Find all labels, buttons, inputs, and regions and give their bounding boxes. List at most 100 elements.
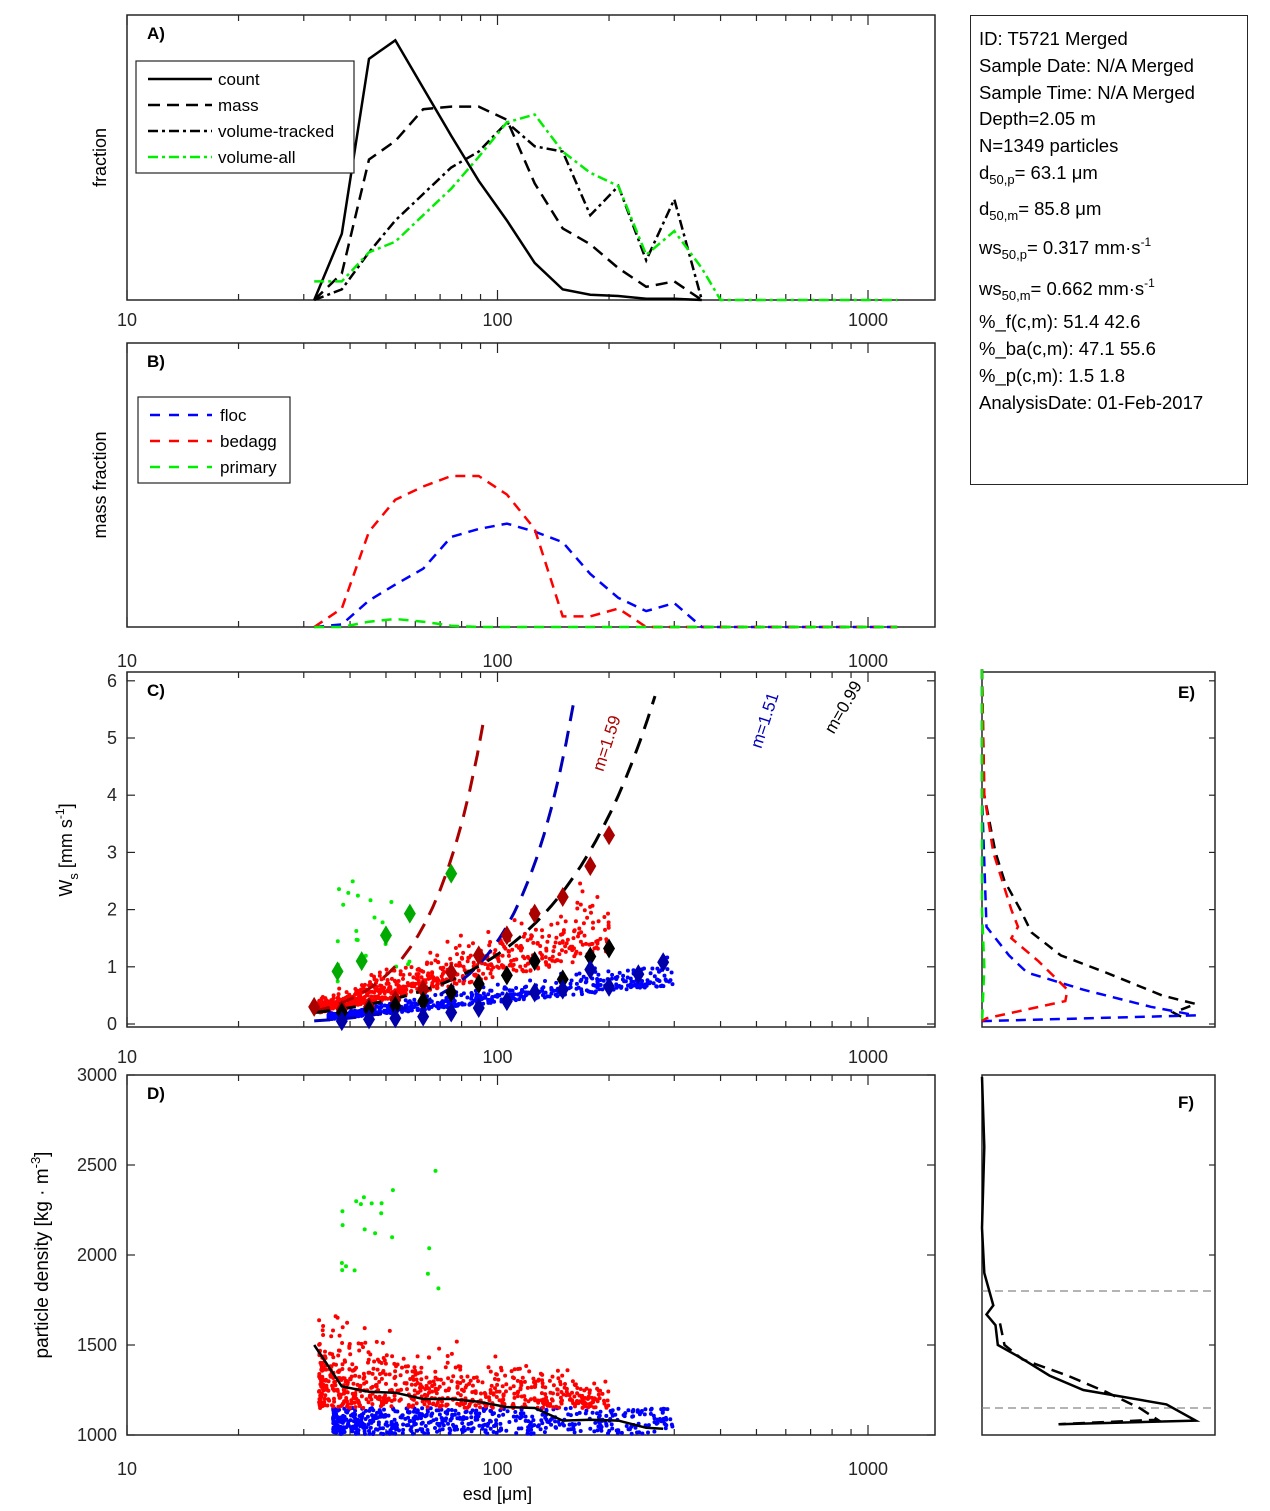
scatter-point xyxy=(551,1405,556,1410)
scatter-point xyxy=(377,970,382,975)
scatter-point xyxy=(578,881,583,886)
scatter-point xyxy=(401,1356,406,1361)
scatter-point xyxy=(561,928,566,933)
scatter-point xyxy=(383,1372,388,1377)
scatter-point xyxy=(493,1354,498,1359)
scatter-point xyxy=(427,1380,432,1385)
scatter-point xyxy=(320,1328,325,1333)
scatter-point xyxy=(582,933,587,938)
scatter-point xyxy=(559,959,563,964)
mean-diamond xyxy=(603,938,616,959)
scatter-point xyxy=(551,1383,556,1388)
percent-bedagg: %_ba(c,m): 47.1 55.6 xyxy=(979,337,1156,359)
scatter-point xyxy=(353,1373,358,1378)
scatter-point xyxy=(529,1427,534,1432)
scatter-point xyxy=(526,1425,531,1430)
scatter-point xyxy=(427,1246,432,1251)
scatter-point xyxy=(405,981,410,985)
mean-diamond xyxy=(389,1008,402,1029)
scatter-point xyxy=(507,1420,512,1424)
scatter-point xyxy=(424,1393,429,1398)
scatter-point xyxy=(444,1004,449,1009)
scatter-point xyxy=(590,1410,595,1415)
scatter-point xyxy=(354,1422,359,1427)
scatter-point xyxy=(469,996,474,1001)
scatter-point xyxy=(452,999,457,1003)
scatter-point xyxy=(385,978,390,982)
scatter-point xyxy=(412,1388,417,1393)
scatter-point xyxy=(455,952,459,957)
scatter-point xyxy=(573,951,578,956)
scatter-point xyxy=(431,978,436,983)
scatter-point xyxy=(358,1424,363,1429)
fit-label: m=1.59 xyxy=(589,713,625,773)
scatter-point xyxy=(482,1407,487,1412)
scatter-point xyxy=(563,944,568,949)
scatter-point xyxy=(501,1397,506,1402)
scatter-point xyxy=(451,1374,456,1379)
scatter-point xyxy=(472,998,477,1003)
scatter-point xyxy=(538,944,543,948)
scatter-point xyxy=(363,1417,368,1421)
scatter-point xyxy=(342,1430,347,1434)
scatter-point xyxy=(610,1426,615,1431)
y-tick-label: 2500 xyxy=(77,1155,117,1175)
scatter-point xyxy=(643,1407,648,1412)
profile-line-bedagg xyxy=(980,669,1069,1023)
ws50-m-sub: 50,m xyxy=(1001,288,1031,304)
scatter-point xyxy=(332,1399,337,1404)
scatter-point xyxy=(663,1426,668,1431)
scatter-point xyxy=(477,1423,482,1428)
scatter-point xyxy=(319,996,324,1001)
scatter-point xyxy=(401,1422,406,1427)
scatter-point xyxy=(351,1414,356,1419)
scatter-point xyxy=(511,1414,516,1419)
scatter-point xyxy=(436,1408,441,1413)
scatter-point xyxy=(515,1394,520,1399)
scatter-point xyxy=(445,939,450,944)
scatter-point xyxy=(605,1398,610,1403)
scatter-point xyxy=(458,1367,463,1372)
scatter-point xyxy=(488,940,493,944)
scatter-point xyxy=(367,1429,371,1433)
scatter-point xyxy=(331,1006,335,1011)
scatter-point xyxy=(646,1430,650,1435)
scatter-point xyxy=(409,965,414,970)
scatter-point xyxy=(358,994,363,999)
scatter-point xyxy=(410,1369,415,1374)
scatter-point xyxy=(597,1396,602,1401)
scatter-point xyxy=(389,1430,394,1435)
scatter-point xyxy=(345,1410,350,1415)
scatter-point xyxy=(560,948,564,953)
scatter-point xyxy=(483,994,488,999)
panel-c: 10 100 1000 C) 0 1 2 3 4 5 6 Ws [mm s-1] m=1.59 m=1.5… xyxy=(53,671,936,1067)
scatter-point xyxy=(598,1409,603,1414)
scatter-point xyxy=(528,968,533,973)
scatter-point xyxy=(480,1426,485,1431)
scatter-point xyxy=(428,1406,433,1411)
scatter-point xyxy=(390,1188,395,1193)
scatter-point xyxy=(590,903,595,908)
scatter-point xyxy=(440,1427,445,1432)
scatter-point xyxy=(379,1005,384,1009)
scatter-point xyxy=(336,998,341,1003)
scatter-point xyxy=(515,1414,519,1419)
scatter-point xyxy=(346,1421,351,1426)
scatter-point xyxy=(625,975,630,980)
scatter-point xyxy=(427,1386,432,1391)
scatter-point xyxy=(357,1374,362,1379)
scatter-point xyxy=(401,976,405,981)
scatter-point xyxy=(578,979,583,983)
percent-primary: %_p(c,m): 1.5 1.8 xyxy=(979,364,1126,386)
scatter-point xyxy=(323,1354,327,1359)
scatter-point xyxy=(661,984,666,989)
scatter-point xyxy=(419,1412,424,1417)
scatter-point xyxy=(331,993,336,998)
scatter-point xyxy=(336,992,341,997)
scatter-point xyxy=(530,1414,535,1419)
scatter-point xyxy=(386,1413,391,1418)
d50-p-label: d xyxy=(979,161,990,183)
scatter-point xyxy=(323,1393,328,1398)
scatter-point xyxy=(486,930,491,934)
y-axis-label: mass fraction xyxy=(90,431,110,538)
